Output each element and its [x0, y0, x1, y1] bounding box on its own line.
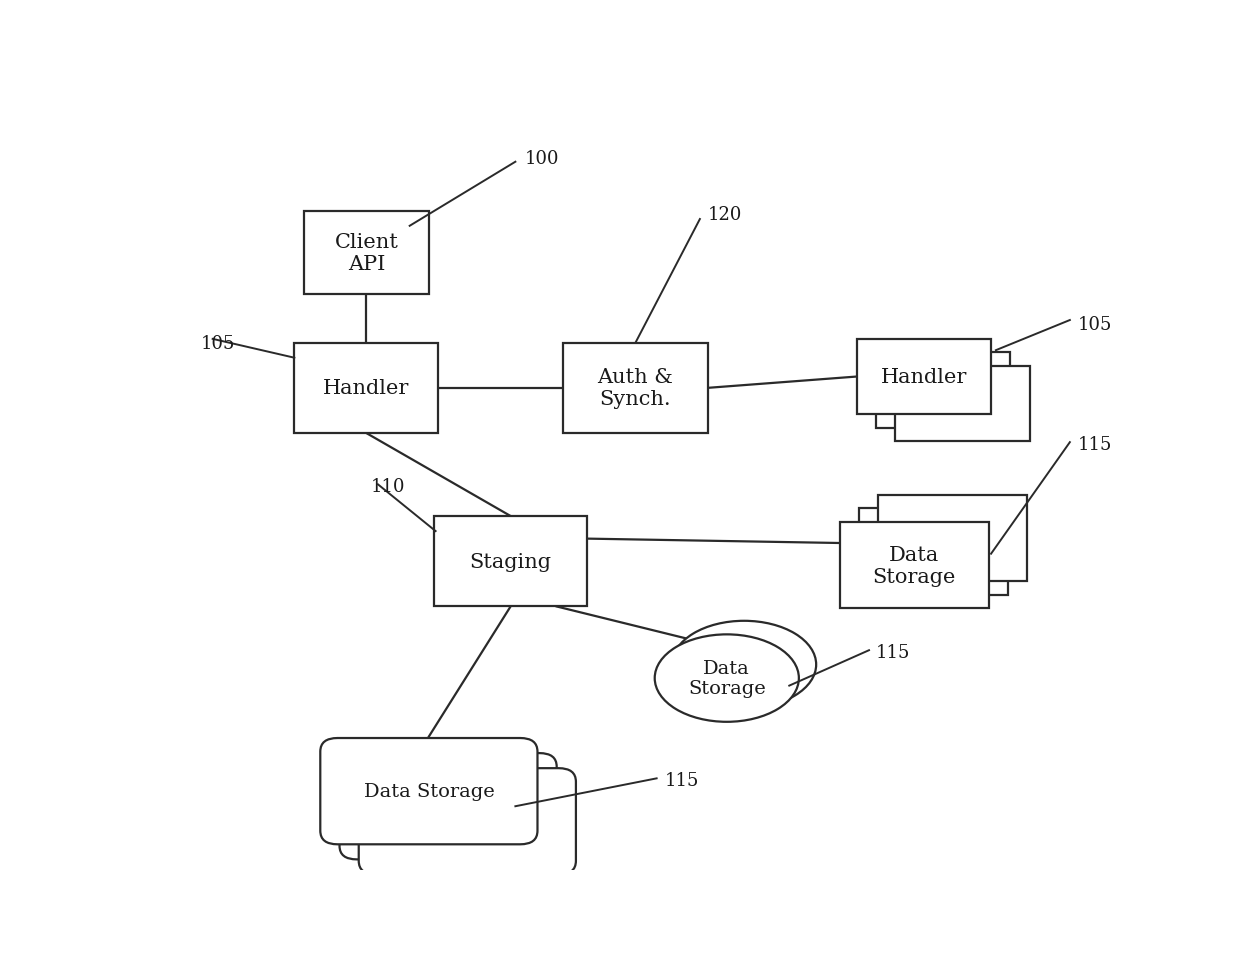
Text: 120: 120	[708, 206, 742, 224]
Bar	[304, 211, 429, 294]
Text: 105: 105	[1078, 316, 1112, 333]
Text: Data
Storage: Data Storage	[873, 545, 956, 586]
Ellipse shape	[672, 621, 816, 708]
Bar	[294, 343, 439, 433]
FancyBboxPatch shape	[358, 769, 575, 874]
FancyBboxPatch shape	[320, 738, 537, 844]
Bar	[563, 343, 708, 433]
Text: Handler: Handler	[324, 378, 409, 398]
Bar	[839, 522, 988, 608]
Text: 100: 100	[525, 150, 559, 168]
Text: 115: 115	[1078, 436, 1112, 454]
Text: Data
Storage: Data Storage	[688, 659, 765, 697]
Text: 110: 110	[371, 477, 405, 495]
Ellipse shape	[655, 635, 799, 722]
Text: Handler: Handler	[880, 368, 967, 386]
Bar	[857, 339, 991, 415]
Bar	[875, 353, 1011, 428]
Bar	[859, 509, 1008, 596]
Text: 115: 115	[665, 771, 698, 789]
Text: Staging: Staging	[470, 553, 552, 571]
Text: Auth &
Synch.: Auth & Synch.	[598, 368, 673, 409]
FancyBboxPatch shape	[340, 753, 557, 860]
Bar	[895, 367, 1029, 442]
Bar	[434, 516, 588, 606]
Text: Client
API: Client API	[335, 233, 398, 274]
Text: 115: 115	[875, 644, 910, 661]
Text: 105: 105	[201, 334, 236, 352]
Text: Data Storage: Data Storage	[363, 782, 495, 800]
Bar	[878, 495, 1027, 582]
